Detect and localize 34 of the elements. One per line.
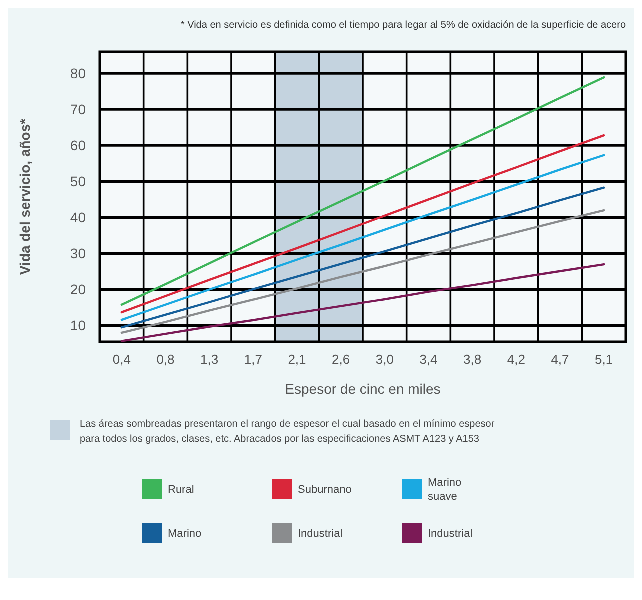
x-axis-title: Espesor de cinc en miles xyxy=(285,381,441,397)
y-tick-label: 60 xyxy=(70,138,86,154)
line-series xyxy=(120,209,606,334)
line-series xyxy=(120,76,606,306)
line-series xyxy=(120,186,606,329)
legend-label: Marino suave xyxy=(428,476,462,503)
x-tick-label: 0,8 xyxy=(156,352,175,367)
y-tick-label: 50 xyxy=(70,174,86,190)
line-series xyxy=(120,263,606,342)
x-tick-label: 0,4 xyxy=(112,352,131,367)
text: * Vida en servicio es definida como el tiempo para legar al 5% de oxidación de la superficie de acero xyxy=(180,20,626,31)
x-tick-label: 1,3 xyxy=(200,352,219,367)
legend-label: Industrial xyxy=(428,528,473,540)
x-tick-label: 2,1 xyxy=(288,352,306,367)
y-tick-label: 40 xyxy=(70,210,86,226)
legend-label: Suburnano xyxy=(298,484,352,496)
legend-label: Rural xyxy=(168,484,194,496)
x-tick-label: 1,7 xyxy=(244,352,262,367)
x-tick-label: 4,7 xyxy=(551,352,570,367)
y-tick-label: 30 xyxy=(70,246,86,262)
y-tick-label: 20 xyxy=(70,282,86,298)
y-tick-label: 10 xyxy=(70,318,86,334)
legend-label: Marino xyxy=(168,528,202,540)
x-tick-label: 3,0 xyxy=(376,352,394,367)
x-tick-label: 3,8 xyxy=(464,352,482,367)
x-tick-label: 3,4 xyxy=(420,352,438,367)
legend-label: Las áreas sombreadas presentaron el rango de espesor el cual basado en el mínimo espesor para todos los grados, clases, etc. Abracados por las especificaciones ASMT A123 y A153 xyxy=(80,419,496,445)
x-tick-label: 5,1 xyxy=(595,352,614,367)
y-axis-title: Vida del servicio, años* xyxy=(17,118,33,276)
x-tick-label: 2,6 xyxy=(332,352,350,367)
y-tick-label: 80 xyxy=(70,66,86,82)
y-tick-label: 70 xyxy=(70,102,86,118)
x-tick-label: 4,2 xyxy=(507,352,526,367)
legend-label: Industrial xyxy=(298,528,343,540)
